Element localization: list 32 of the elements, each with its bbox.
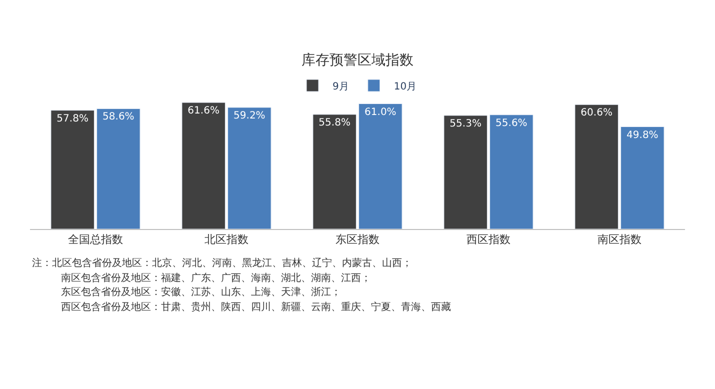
bar: [574, 104, 618, 229]
legend-label: 10月: [394, 81, 417, 92]
data-label: 58.6%: [102, 112, 134, 123]
data-label: 61.0%: [364, 106, 396, 118]
bar: [228, 107, 272, 229]
bar: [96, 108, 140, 229]
data-label: 57.8%: [56, 113, 88, 124]
bar: [312, 114, 356, 229]
x-tick-label: 西区指数: [466, 233, 510, 246]
data-label: 61.6%: [188, 106, 220, 117]
data-label: 49.8%: [626, 130, 658, 141]
data-label: 55.6%: [496, 118, 528, 129]
bar: [182, 102, 226, 229]
bar: [444, 115, 488, 229]
text: 南区包含省份及地区：福建、广东、广西、海南、湖北、湖南、江西；: [61, 272, 371, 284]
data-label: 60.6%: [580, 108, 612, 119]
data-label: 55.8%: [318, 117, 350, 128]
x-tick-label: 北区指数: [204, 233, 248, 246]
x-tick-label: 全国总指数: [68, 233, 123, 246]
text: 西区包含省份及地区：甘肃、贵州、陕西、四川、新疆、云南、重庆、宁夏、青海、西藏: [61, 301, 451, 313]
bar: [620, 126, 664, 229]
chart-title: 库存预警区域指数: [302, 52, 414, 68]
data-label: 55.3%: [450, 118, 482, 130]
data-label: 59.2%: [234, 110, 266, 122]
bar: [358, 104, 402, 229]
x-tick-label: 东区指数: [336, 233, 380, 246]
text: 注：北区包含省份及地区：北京、河北、河南、黑龙江、吉林、辽宁、内蒙古、山西；: [32, 257, 412, 269]
text: 东区包含省份及地区：安徽、江苏、山东、上海、天津、浙江；: [61, 286, 341, 298]
x-tick-label: 南区指数: [598, 233, 642, 246]
bar: [490, 114, 534, 229]
bar: [50, 110, 94, 229]
legend-label: 9月: [332, 81, 349, 92]
